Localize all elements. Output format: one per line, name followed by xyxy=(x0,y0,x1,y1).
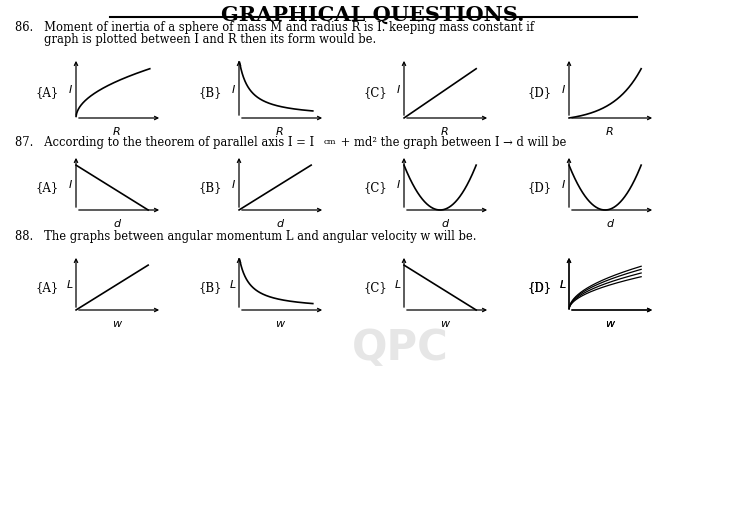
Text: d: d xyxy=(114,219,120,229)
Text: I: I xyxy=(562,180,565,189)
Text: I: I xyxy=(69,85,72,95)
Text: I: I xyxy=(562,85,565,95)
Text: cm: cm xyxy=(324,138,336,146)
Text: {A}: {A} xyxy=(36,281,59,294)
Text: L: L xyxy=(395,280,401,289)
Text: {D}: {D} xyxy=(528,87,552,100)
Text: {B}: {B} xyxy=(199,87,222,100)
Text: d: d xyxy=(607,219,613,229)
Text: QPC: QPC xyxy=(352,327,448,369)
Text: w: w xyxy=(605,319,615,329)
Text: R: R xyxy=(113,127,121,137)
Text: {B}: {B} xyxy=(199,281,222,294)
Text: d: d xyxy=(276,219,284,229)
Text: L: L xyxy=(67,280,73,289)
Text: R: R xyxy=(441,127,449,137)
Text: w: w xyxy=(113,319,122,329)
Text: R: R xyxy=(606,127,614,137)
Text: w: w xyxy=(605,319,615,329)
Text: L: L xyxy=(560,280,566,289)
Text: I: I xyxy=(69,180,72,189)
Text: {D}: {D} xyxy=(528,281,552,294)
Text: {C}: {C} xyxy=(363,87,387,100)
Text: R: R xyxy=(276,127,284,137)
Text: I: I xyxy=(232,180,235,189)
Text: I: I xyxy=(232,85,235,95)
Text: + md² the graph between I → d will be: + md² the graph between I → d will be xyxy=(337,136,566,149)
Text: {C}: {C} xyxy=(363,181,387,194)
Text: {A}: {A} xyxy=(36,87,59,100)
Text: {D}: {D} xyxy=(528,181,552,194)
Text: L: L xyxy=(560,280,566,289)
Text: 86.   Moment of inertia of a sphere of mass M and radius R is I. keeping mass co: 86. Moment of inertia of a sphere of mas… xyxy=(15,21,534,34)
Text: d: d xyxy=(441,219,448,229)
Text: w: w xyxy=(441,319,450,329)
Text: {B}: {B} xyxy=(199,181,222,194)
Text: I: I xyxy=(397,85,400,95)
Text: w: w xyxy=(276,319,285,329)
Text: 87.   According to the theorem of parallel axis I = I: 87. According to the theorem of parallel… xyxy=(15,136,314,149)
Text: GRAPHICAL QUESTIONS.: GRAPHICAL QUESTIONS. xyxy=(221,5,524,25)
Text: {C}: {C} xyxy=(363,281,387,294)
Text: graph is plotted between I and R then its form would be.: graph is plotted between I and R then it… xyxy=(15,33,376,46)
Text: I: I xyxy=(397,180,400,189)
Text: {A}: {A} xyxy=(36,181,59,194)
Text: L: L xyxy=(230,280,236,289)
Text: 88.   The graphs between angular momentum L and angular velocity w will be.: 88. The graphs between angular momentum … xyxy=(15,230,477,243)
Text: {D}: {D} xyxy=(528,281,552,294)
